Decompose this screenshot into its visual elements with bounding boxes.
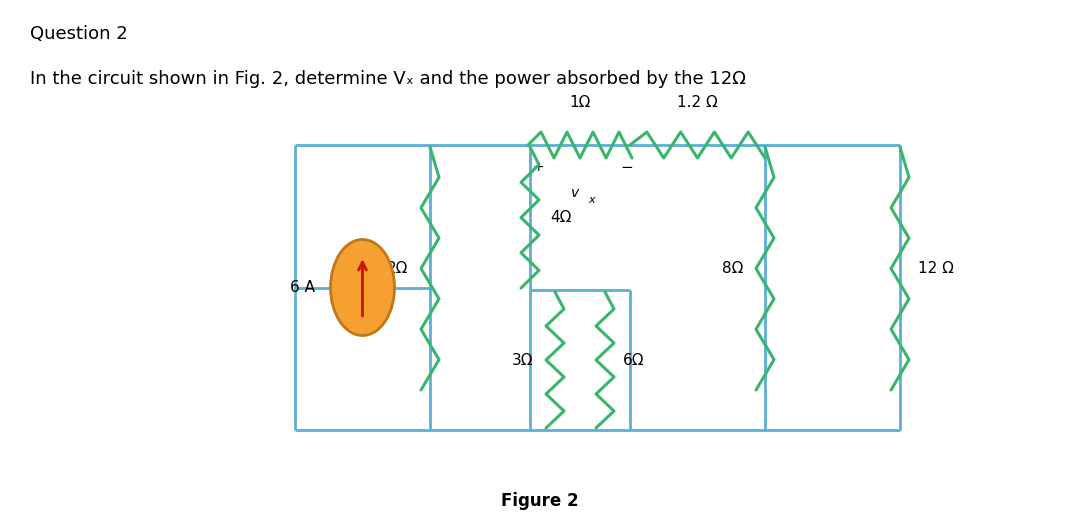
Text: Question 2: Question 2 xyxy=(30,25,127,43)
Text: 2Ω: 2Ω xyxy=(387,261,408,276)
Text: 4Ω: 4Ω xyxy=(550,210,571,225)
Ellipse shape xyxy=(330,240,394,335)
Text: In the circuit shown in Fig. 2, determine Vₓ and the power absorbed by the 12Ω: In the circuit shown in Fig. 2, determin… xyxy=(30,70,746,88)
Text: v: v xyxy=(571,186,579,200)
Text: 8Ω: 8Ω xyxy=(721,261,743,276)
Text: −: − xyxy=(620,160,633,175)
Text: x: x xyxy=(589,195,595,205)
Text: +: + xyxy=(534,160,544,174)
Text: 6Ω: 6Ω xyxy=(623,353,645,368)
Text: 3Ω: 3Ω xyxy=(512,353,534,368)
Text: 6 A: 6 A xyxy=(291,280,315,295)
Text: 1.2 Ω: 1.2 Ω xyxy=(677,95,718,110)
Text: Figure 2: Figure 2 xyxy=(501,492,579,510)
Text: 12 Ω: 12 Ω xyxy=(918,261,954,276)
Text: 1Ω: 1Ω xyxy=(569,95,591,110)
